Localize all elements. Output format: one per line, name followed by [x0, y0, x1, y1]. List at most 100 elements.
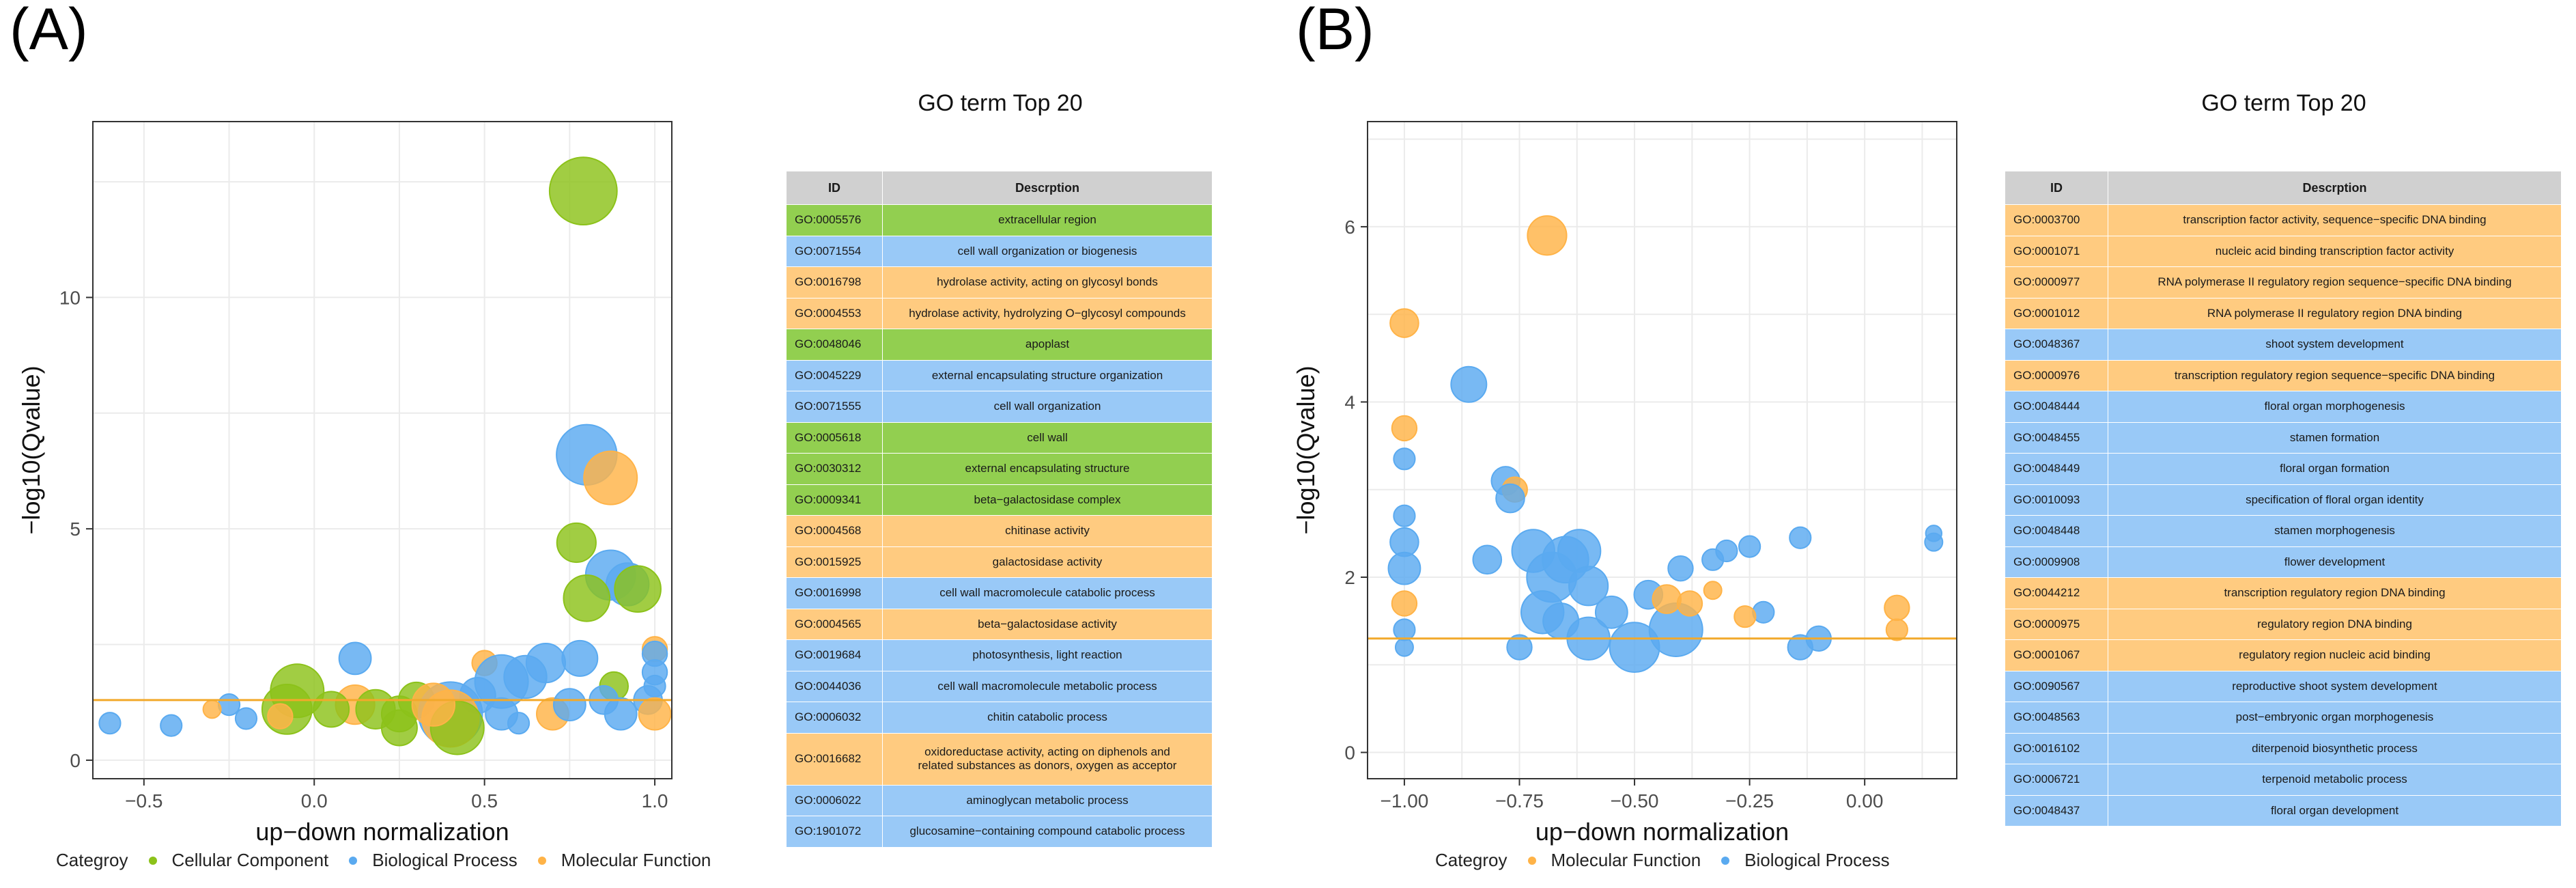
go-id-cell: GO:0071554: [786, 235, 883, 267]
go-id-cell: GO:0004553: [786, 297, 883, 329]
header-description: Descrption: [2108, 171, 2562, 205]
legend-dot-icon: [148, 856, 157, 865]
go-id-cell: GO:0048367: [2005, 329, 2108, 361]
go-description-cell: photosynthesis, light reaction: [882, 639, 1213, 671]
go-description-cell: transcription regulatory region sequence…: [2108, 359, 2562, 391]
table-row: GO:0004565 beta−galactosidase activity: [786, 608, 1213, 640]
bubble-point: [1450, 365, 1488, 403]
bubble-point: [548, 156, 618, 226]
legend-title: Categroy: [56, 850, 128, 870]
table-row: GO:0006022 aminoglycan metabolic process: [786, 784, 1213, 816]
bubble-point: [485, 697, 518, 731]
bubble-point: [1393, 504, 1416, 527]
bubble-point: [552, 688, 586, 722]
y-tick-label: 0: [70, 750, 81, 771]
bubble-point: [1738, 535, 1761, 558]
go-id-cell: GO:0030312: [786, 453, 883, 485]
go-description-cell: beta−galactosidase complex: [882, 484, 1213, 516]
go-id-cell: GO:0001067: [2005, 639, 2108, 671]
bubble-point: [1557, 529, 1602, 573]
bubble-point: [1495, 483, 1525, 514]
go-id-cell: GO:0004568: [786, 515, 883, 547]
table-row: GO:0000977 RNA polymerase II regulatory r…: [2005, 266, 2562, 299]
legend-a: Categroy Cellular Component Biological Pr…: [56, 850, 711, 871]
bubble-point: [614, 565, 662, 613]
go-description-cell: apoplast: [882, 329, 1213, 361]
table-row: GO:0006032 chitin catabolic process: [786, 702, 1213, 734]
legend-item-label: Molecular Function: [1551, 850, 1701, 870]
table-row: GO:0010093 specification of floral organ …: [2005, 484, 2562, 516]
bubble-point: [583, 450, 638, 505]
table-row: GO:0030312 external encapsulating structu…: [786, 453, 1213, 485]
bubble-point: [561, 639, 599, 677]
legend-b: Categroy Molecular Function Biological Pr…: [1435, 850, 1890, 871]
bubble-point: [1925, 525, 1942, 542]
y-tick-label: 4: [1344, 391, 1355, 413]
legend-dot-icon: [1527, 856, 1536, 865]
bubble-point: [1393, 618, 1416, 641]
go-description-cell: extracellular region: [882, 204, 1213, 236]
go-id-cell: GO:0000977: [2005, 266, 2108, 299]
bubble-point: [1391, 415, 1418, 442]
x-tick-label: −0.25: [1725, 790, 1774, 811]
go-description-cell: nucleic acid binding transcription facto…: [2108, 235, 2562, 267]
table-row: GO:0005576 extracellular region: [786, 204, 1213, 236]
go-id-cell: GO:0003700: [2005, 204, 2108, 236]
plot-background: [1368, 122, 1957, 779]
go-id-cell: GO:0016102: [2005, 732, 2108, 764]
table-row: GO:0044036 cell wall macromolecule metabo…: [786, 670, 1213, 702]
table-row: GO:0048455 stamen formation: [2005, 421, 2562, 454]
table-row: GO:0016102 diterpenoid biosynthetic proce…: [2005, 732, 2562, 764]
go-id-cell: GO:0048046: [786, 329, 883, 361]
y-tick-label: 6: [1344, 217, 1355, 238]
go-description-cell: regulatory region nucleic acid binding: [2108, 639, 2562, 671]
bubble-point: [1676, 590, 1703, 617]
bubble-point: [234, 707, 258, 730]
table-row: GO:0001012 RNA polymerase II regulatory r…: [2005, 297, 2562, 329]
table-row: GO:0071555 cell wall organization: [786, 391, 1213, 423]
table-title-a: GO term Top 20: [918, 90, 1083, 116]
go-id-cell: GO:0044212: [2005, 577, 2108, 609]
bubble-point: [1733, 605, 1757, 628]
table-row: GO:0016998 cell wall macromolecule catabo…: [786, 577, 1213, 609]
bubble-point: [313, 691, 350, 728]
bubble-point: [1594, 595, 1628, 629]
bubble-point: [1652, 584, 1682, 614]
table-row: GO:0009341 beta−galactosidase complex: [786, 484, 1213, 516]
table-row: GO:0000976 transcription regulatory regio…: [2005, 359, 2562, 391]
y-axis-label: −log10(Qvalue): [17, 365, 45, 534]
bubble-point: [1884, 594, 1910, 622]
legend-item-label: Molecular Function: [561, 850, 711, 870]
go-id-cell: GO:0006721: [2005, 764, 2108, 796]
x-tick-label: −0.5: [125, 790, 162, 811]
plot-frame: [92, 121, 673, 779]
go-description-cell: cell wall macromolecule catabolic proces…: [882, 577, 1213, 609]
go-id-cell: GO:0019684: [786, 639, 883, 671]
bubble-point: [98, 712, 122, 735]
x-axis-label: up−down normalization: [1535, 818, 1789, 846]
legend-item-label: Biological Process: [1744, 850, 1890, 870]
table-row: GO:0005618 cell wall: [786, 421, 1213, 454]
bubble-point: [1472, 544, 1503, 575]
go-id-cell: GO:0006032: [786, 702, 883, 734]
panel-label-a: (A): [10, 0, 88, 62]
go-id-cell: GO:0005576: [786, 204, 883, 236]
table-row: GO:0048444 floral organ morphogenesis: [2005, 391, 2562, 423]
go-id-cell: GO:0004565: [786, 608, 883, 640]
table-row: GO:0090567 reproductive shoot system deve…: [2005, 670, 2562, 702]
y-tick-label: 2: [1344, 567, 1355, 588]
bubble-point: [1393, 447, 1416, 471]
legend-dot-icon: [1721, 856, 1730, 865]
go-description-cell: chitinase activity: [882, 515, 1213, 547]
panel-label-b: (B): [1296, 0, 1374, 62]
table-title-b: GO term Top 20: [2201, 90, 2366, 116]
go-description-cell: post−embryonic organ morphogenesis: [2108, 702, 2562, 734]
x-tick-label: −0.50: [1611, 790, 1659, 811]
go-description-cell: stamen formation: [2108, 421, 2562, 454]
go-description-cell: cell wall organization or biogenesis: [882, 235, 1213, 267]
go-description-cell: cell wall macromolecule metabolic proces…: [882, 670, 1213, 702]
go-description-cell: transcription factor activity, sequence−…: [2108, 204, 2562, 236]
go-id-cell: GO:0005618: [786, 421, 883, 454]
go-description-cell: regulatory region DNA binding: [2108, 608, 2562, 640]
bubble-point: [1568, 566, 1609, 607]
